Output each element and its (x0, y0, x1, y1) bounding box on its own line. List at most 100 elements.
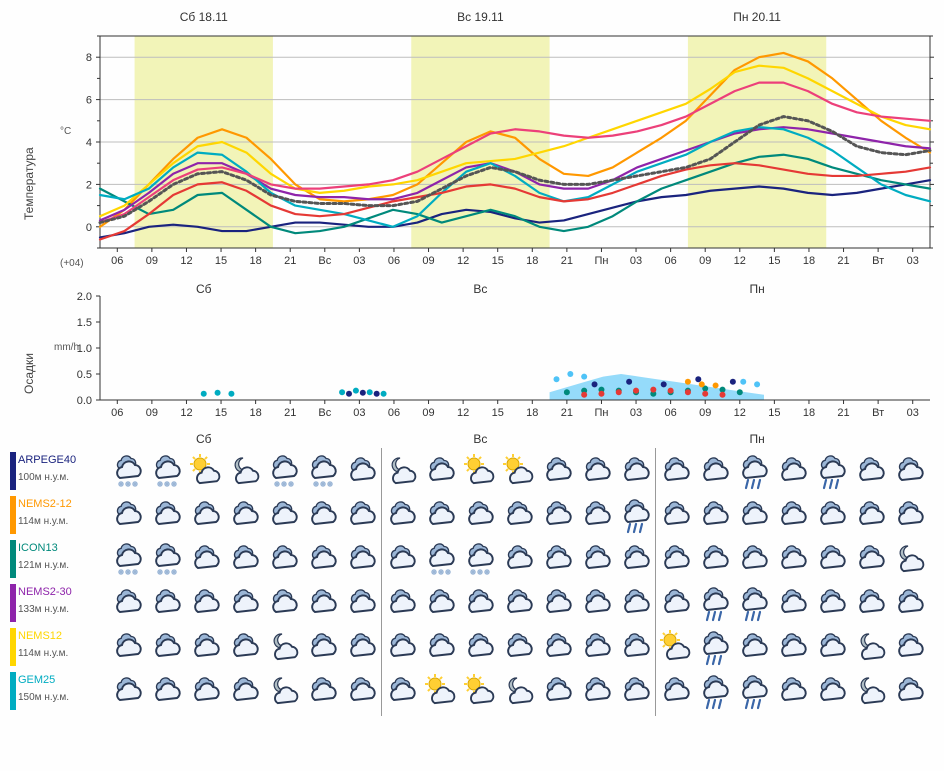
svg-text:0.5: 0.5 (77, 369, 92, 381)
cloud-icon (773, 584, 813, 624)
cloud-icon (382, 496, 422, 536)
svg-text:1.0: 1.0 (77, 343, 92, 355)
cloud-icon (812, 584, 852, 624)
model-tag: ICON13 121м н.у.м. (10, 538, 104, 582)
snow-icon (303, 452, 343, 492)
cloud-icon (734, 540, 774, 580)
day-ico-2: Пн (717, 432, 797, 446)
cloud-icon (695, 496, 735, 536)
cloud-icon (773, 540, 813, 580)
model-row: GEM25 150м н.у.м. (10, 670, 938, 714)
cloud-icon (812, 496, 852, 536)
cloud-icon (773, 496, 813, 536)
svg-text:Вт: Вт (872, 407, 884, 419)
cloud-icon (577, 452, 617, 492)
cloud-icon (499, 628, 539, 668)
cloud-icon (773, 672, 813, 712)
moon-cl-icon (851, 672, 891, 712)
cloud-icon (734, 628, 774, 668)
model-tag: GEM25 150м н.у.м. (10, 670, 104, 714)
svg-text:06: 06 (111, 407, 123, 419)
svg-text:18: 18 (526, 407, 538, 419)
svg-text:21: 21 (284, 407, 296, 419)
cloud-icon (499, 496, 539, 536)
cloud-icon (499, 584, 539, 624)
svg-text:18: 18 (250, 407, 262, 419)
model-tag: NEMS12 114м н.у.м. (10, 626, 104, 670)
psun-icon (460, 452, 500, 492)
cloud-icon (538, 672, 578, 712)
cloud-icon (656, 452, 696, 492)
cloud-icon (538, 452, 578, 492)
cloud-icon (890, 584, 930, 624)
cloud-icon (186, 672, 226, 712)
svg-text:09: 09 (422, 407, 434, 419)
cloud-icon (656, 584, 696, 624)
cloud-icon (656, 540, 696, 580)
cloud-icon (108, 628, 148, 668)
cloud-icon (577, 672, 617, 712)
moon-cl-icon (499, 672, 539, 712)
snow-icon (460, 540, 500, 580)
cloud-icon (108, 584, 148, 624)
cloud-icon (460, 584, 500, 624)
cloud-icon (382, 584, 422, 624)
model-altitude: 133м н.у.м. (18, 604, 69, 615)
cloud-icon (147, 496, 187, 536)
cloud-icon (890, 672, 930, 712)
cloud-icon (421, 628, 461, 668)
model-color-bar (10, 628, 16, 666)
svg-text:21: 21 (561, 407, 573, 419)
cloud-icon (538, 628, 578, 668)
cloud-icon (538, 540, 578, 580)
svg-text:09: 09 (699, 407, 711, 419)
rain-icon (812, 452, 852, 492)
cloud-icon (342, 540, 382, 580)
svg-text:15: 15 (768, 407, 780, 419)
cloud-icon (734, 496, 774, 536)
model-color-bar (10, 584, 16, 622)
psun-icon (421, 672, 461, 712)
model-name: ARPEGE40 (18, 454, 76, 466)
cloud-icon (264, 496, 304, 536)
cloud-icon (303, 540, 343, 580)
cloud-icon (303, 672, 343, 712)
model-tag: NEMS2-30 133м н.у.м. (10, 582, 104, 626)
moon-cl-icon (264, 672, 304, 712)
cloud-icon (108, 496, 148, 536)
cloud-icon (499, 540, 539, 580)
cloud-icon (108, 672, 148, 712)
model-row: NEMS2-30 133м н.у.м. (10, 582, 938, 626)
model-altitude: 114м н.у.м. (18, 516, 68, 527)
cloud-icon (577, 628, 617, 668)
moon-cl-icon (225, 452, 265, 492)
svg-text:03: 03 (630, 407, 642, 419)
svg-text:03: 03 (907, 407, 919, 419)
cloud-icon (890, 496, 930, 536)
cloud-icon (460, 628, 500, 668)
svg-text:12: 12 (734, 407, 746, 419)
psun-icon (460, 672, 500, 712)
moon-cl-icon (890, 540, 930, 580)
svg-text:0.0: 0.0 (77, 395, 92, 407)
cloud-icon (616, 584, 656, 624)
cloud-icon (147, 672, 187, 712)
svg-text:06: 06 (388, 407, 400, 419)
svg-text:03: 03 (353, 407, 365, 419)
cloud-icon (890, 628, 930, 668)
model-row: NEMS12 114м н.у.м. (10, 626, 938, 670)
model-name: GEM25 (18, 674, 55, 686)
cloud-icon (616, 628, 656, 668)
cloud-icon (225, 540, 265, 580)
cloud-icon (812, 540, 852, 580)
model-name: NEMS12 (18, 630, 62, 642)
rain-icon (734, 452, 774, 492)
snow-icon (147, 540, 187, 580)
rain-icon (695, 584, 735, 624)
cloud-icon (656, 672, 696, 712)
cloud-icon (147, 628, 187, 668)
cloud-icon (421, 496, 461, 536)
cloud-icon (695, 540, 735, 580)
snow-icon (108, 452, 148, 492)
rain-icon (695, 672, 735, 712)
